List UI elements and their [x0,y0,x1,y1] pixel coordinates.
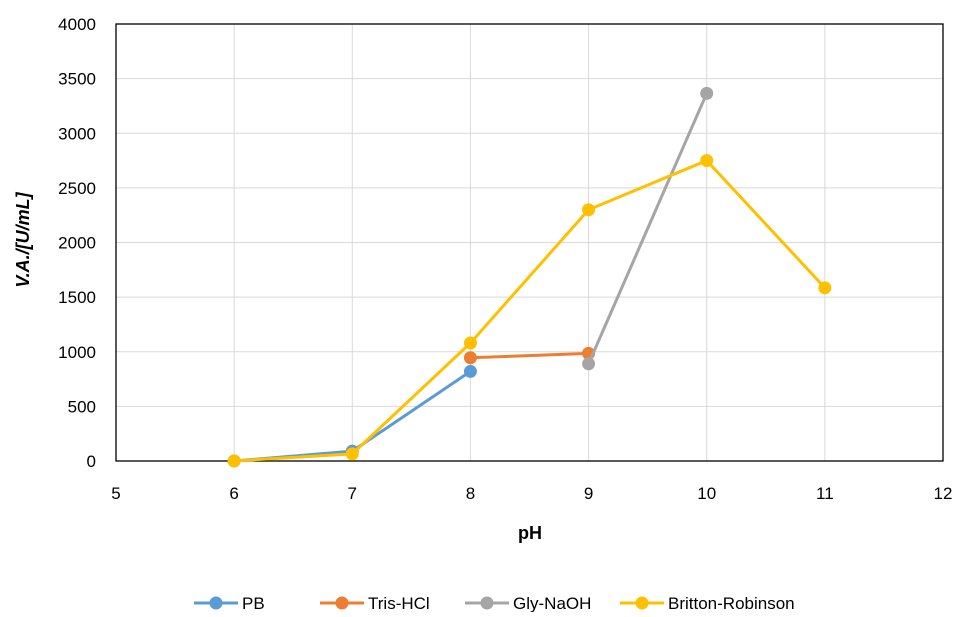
legend-label: Tris-HCl [368,594,430,612]
legend-label: Britton-Robinson [668,594,795,612]
x-tick-label: 6 [229,484,238,503]
series-line [470,351,589,360]
legend-item: PB [194,594,265,613]
data-point [582,203,596,217]
legend-marker [209,596,223,610]
x-tick-label: 7 [348,484,357,503]
plot-frame [115,23,944,462]
data-point [818,281,832,295]
plot-border [115,23,944,462]
y-tick-label: 0 [87,452,96,471]
legend-label: Gly-NaOH [513,594,591,612]
y-tick-label: 3000 [58,124,96,143]
data-point [463,351,477,365]
y-tick-label: 1500 [58,288,96,307]
legend-item: Britton-Robinson [620,594,795,613]
data-series [227,86,832,468]
tick-labels: 5 6 7 8 9 10 11 12 0 500 1000 1500 2000 2500 3000 3500 4… [58,15,952,503]
x-tick-label: 11 [816,484,834,503]
x-tick-label: 12 [934,484,953,503]
series-line [587,92,709,365]
legend-marker [635,596,649,610]
legend-item: Gly-NaOH [465,594,591,613]
data-point [700,154,714,168]
data-point [582,357,596,371]
gridlines [115,23,944,462]
legend-marker [335,596,349,610]
y-axis-title: V.A./[U/mL] [13,191,33,287]
data-point [345,447,359,461]
series-gly-naoh [582,86,714,371]
y-tick-label: 3500 [58,70,96,89]
legend-label: PB [242,594,265,612]
y-tick-label: 2500 [58,179,96,198]
data-point [463,364,477,378]
legend-marker [480,596,494,610]
series-tris-hcl [463,346,596,365]
x-tick-label: 8 [466,484,475,503]
series-britton-robinson [227,154,832,468]
y-tick-label: 4000 [58,15,96,34]
legend: PB Tris-HCl Gly-NaOH Britton-Robinson [194,594,795,613]
y-tick-label: 1000 [58,343,96,362]
data-point [227,454,241,468]
x-tick-label: 9 [584,484,593,503]
x-tick-label: 5 [111,484,120,503]
series-line [234,159,826,463]
data-point [700,86,714,100]
x-tick-label: 10 [697,484,716,503]
legend-item: Tris-HCl [320,594,430,613]
y-tick-label: 2000 [58,234,96,253]
x-axis-title: pH [518,523,542,543]
y-tick-label: 500 [68,397,96,416]
data-point [463,336,477,350]
